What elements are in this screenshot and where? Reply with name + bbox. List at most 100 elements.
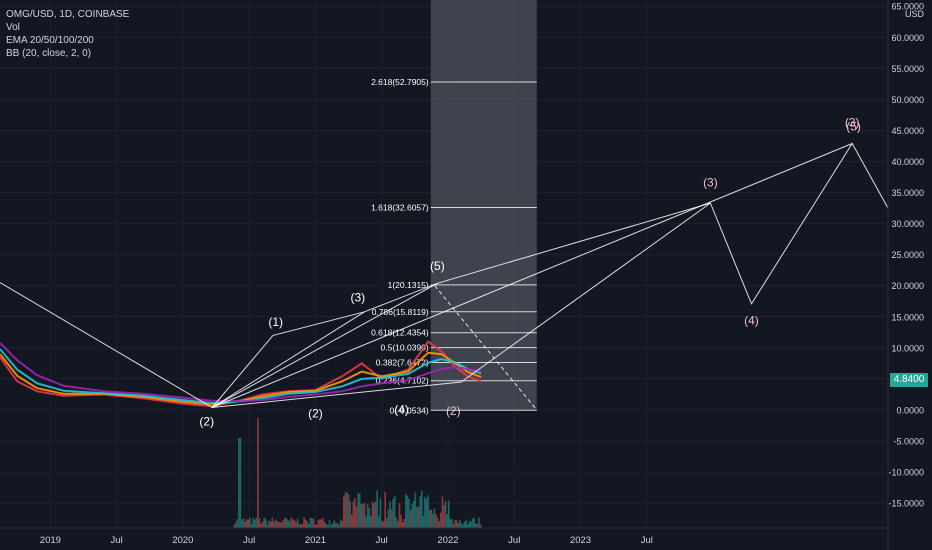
- volume-bar: [463, 521, 466, 528]
- volume-bar: [377, 516, 380, 528]
- volume-bar: [360, 504, 363, 528]
- volume-bar: [314, 524, 316, 528]
- symbol-label[interactable]: OMG/USD, 1D, COINBASE: [6, 9, 130, 20]
- volume-bar: [362, 504, 364, 528]
- volume-bar: [354, 497, 356, 528]
- volume-bar: [454, 520, 456, 528]
- volume-bar: [333, 520, 336, 528]
- volume-bar: [287, 519, 289, 528]
- volume-bar: [392, 498, 394, 528]
- volume-bar: [373, 503, 375, 528]
- x-tick-label: 2021: [305, 535, 326, 546]
- currency-label[interactable]: USD: [904, 9, 924, 19]
- volume-bar: [424, 496, 426, 528]
- volume-bar: [320, 519, 323, 528]
- volume-bar: [381, 520, 383, 528]
- volume-bar: [255, 517, 258, 528]
- fib-level-label: 0.5(10.0390): [381, 343, 429, 353]
- volume-bar: [457, 523, 460, 528]
- volume-bar: [285, 518, 288, 528]
- volume-bar: [430, 509, 433, 528]
- volume-bar: [277, 521, 280, 528]
- fib-zone-rect: [430, 0, 537, 411]
- ema-line: [0, 348, 482, 405]
- y-tick-label: 50.0000: [891, 95, 924, 105]
- volume-bar: [440, 512, 442, 528]
- x-tick-label: 2023: [570, 535, 591, 546]
- volume-bar: [295, 522, 297, 528]
- volume-bar: [263, 517, 266, 528]
- volume-bar: [408, 498, 410, 528]
- x-tick-label: Jul: [508, 535, 520, 546]
- bb-indicator-label[interactable]: BB (20, close, 2, 0): [6, 48, 92, 59]
- volume-bar: [370, 515, 372, 528]
- volume-bar: [296, 518, 299, 528]
- volume-bar: [384, 491, 386, 528]
- volume-bar: [242, 518, 245, 528]
- ema-line: [0, 351, 482, 406]
- volume-bar: [269, 521, 272, 528]
- chart-legend: OMG/USD, 1D, COINBASE Vol EMA 20/50/100/…: [6, 8, 129, 60]
- volume-bar: [349, 501, 351, 528]
- volume-bar: [276, 520, 278, 528]
- volume-bar: [331, 523, 334, 528]
- volume-bar: [476, 523, 479, 528]
- volume-bar: [245, 519, 248, 528]
- volume-bar: [363, 502, 366, 528]
- volume-bar: [330, 524, 332, 528]
- vol-indicator-label[interactable]: Vol: [6, 22, 20, 33]
- ema-line: [0, 342, 482, 403]
- x-tick-label: 2019: [40, 535, 61, 546]
- volume-bar: [319, 519, 321, 528]
- volume-bar: [268, 520, 270, 528]
- x-tick-label: Jul: [641, 535, 653, 546]
- volume-bar: [475, 523, 477, 528]
- volume-bar: [365, 516, 367, 528]
- wave-label: (5): [846, 119, 861, 133]
- volume-bar: [261, 521, 264, 528]
- y-tick-label: 60.0000: [891, 33, 924, 43]
- fib-level-label: 1.618(32.6057): [371, 202, 429, 212]
- volume-bar: [479, 524, 482, 528]
- volume-bar: [403, 518, 406, 528]
- x-tick-label: Jul: [111, 535, 123, 546]
- volume-bar: [290, 517, 293, 528]
- wave-label: (3): [351, 290, 366, 304]
- volume-bar: [306, 521, 309, 528]
- current-price-tag: 4.8400: [890, 372, 928, 387]
- volume-bar: [400, 514, 402, 528]
- y-tick-label: -5.0000: [893, 437, 924, 447]
- volume-bar: [303, 517, 305, 528]
- volume-bar: [346, 492, 348, 528]
- volume-bar: [309, 517, 312, 528]
- ema-indicator-label[interactable]: EMA 20/50/100/200: [6, 35, 94, 46]
- wave-label: (3): [845, 116, 860, 130]
- volume-bar: [446, 514, 448, 528]
- volume-bar: [387, 509, 390, 528]
- volume-bar: [432, 513, 434, 528]
- volume-bar: [284, 517, 286, 528]
- volume-bar: [471, 518, 474, 528]
- trend-line: [211, 282, 438, 408]
- volume-bar: [298, 524, 301, 528]
- volume-bar: [241, 519, 243, 528]
- volume-bar: [382, 521, 385, 528]
- wave-label: (2): [308, 406, 323, 420]
- volume-bar: [344, 492, 347, 528]
- y-tick-label: 15.0000: [891, 312, 924, 322]
- volume-bar: [449, 518, 452, 528]
- volume-bar: [304, 519, 307, 528]
- volume-bar: [428, 509, 431, 528]
- volume-bar: [273, 522, 275, 528]
- volume-bar: [352, 501, 355, 528]
- volume-bar: [244, 522, 246, 528]
- volume-bar: [327, 524, 329, 528]
- volume-bar: [292, 519, 294, 528]
- volume-bar: [419, 495, 421, 528]
- y-tick-label: 55.0000: [891, 64, 924, 74]
- volume-bar: [358, 493, 361, 528]
- volume-bar: [300, 524, 302, 528]
- volume-bar: [455, 520, 458, 528]
- volume-bar: [234, 522, 237, 528]
